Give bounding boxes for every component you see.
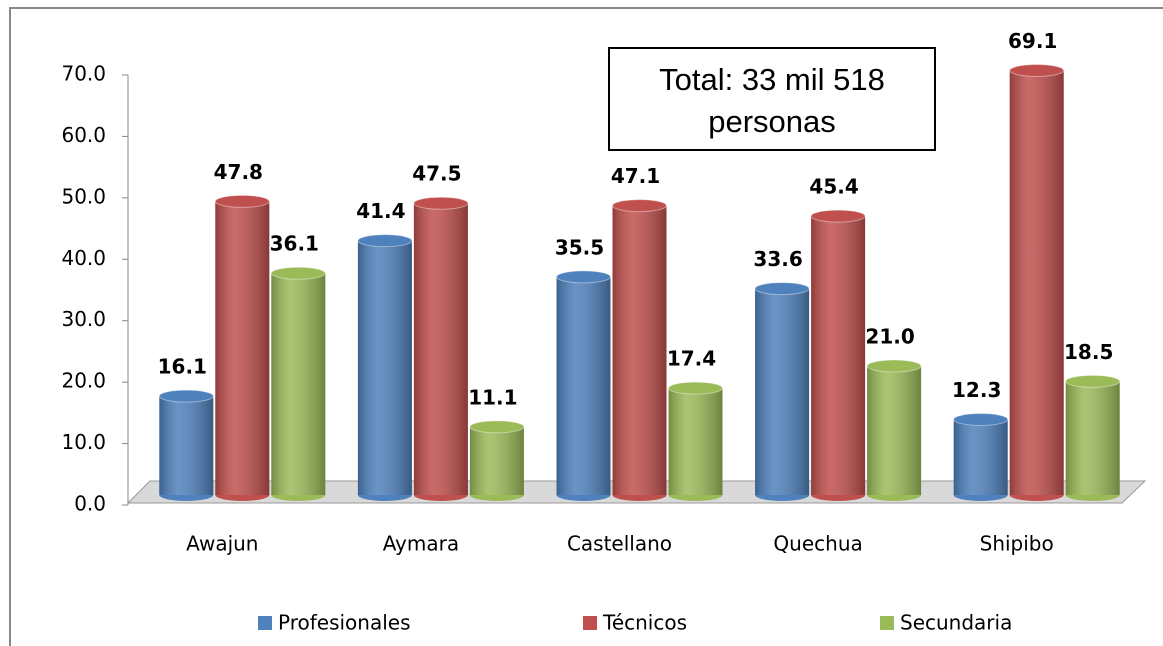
legend-swatch <box>880 616 894 630</box>
bar-top <box>810 209 866 223</box>
bar-top <box>214 194 270 208</box>
bar-top <box>1009 64 1065 78</box>
bar-shade <box>556 276 611 495</box>
y-tick-label: 10.0 <box>61 430 106 454</box>
value-label: 41.4 <box>356 199 405 223</box>
bar-shade <box>1065 381 1120 495</box>
x-tick-label: Castellano <box>567 532 672 556</box>
bar-shade <box>271 273 326 495</box>
bar-shade <box>469 426 524 495</box>
y-tick-label: 30.0 <box>61 307 106 331</box>
bar-top <box>866 359 922 373</box>
bar-shade <box>811 216 866 495</box>
value-label: 12.3 <box>952 378 1001 402</box>
value-label: 45.4 <box>809 175 858 199</box>
legend-swatch <box>583 616 597 630</box>
bar-shade <box>867 366 922 495</box>
value-label: 33.6 <box>753 247 802 271</box>
legend-label: Profesionales <box>278 611 411 635</box>
bar-shade <box>413 203 468 495</box>
bar-top <box>469 420 525 434</box>
x-tick-label: Awajun <box>186 532 258 556</box>
bar-shade <box>755 288 810 495</box>
value-label: 69.1 <box>1008 29 1057 53</box>
bar-shade <box>159 396 214 495</box>
y-tick-label: 0.0 <box>74 492 106 516</box>
bar-top <box>612 199 667 213</box>
value-label: 21.0 <box>865 325 914 349</box>
bar-top <box>357 234 413 248</box>
bar-shade <box>357 240 412 495</box>
bar-shade <box>612 205 667 495</box>
value-label: 47.8 <box>214 160 263 184</box>
value-label: 18.5 <box>1064 340 1113 364</box>
y-tick-label: 50.0 <box>61 184 106 208</box>
bar-top <box>668 381 723 395</box>
legend-label: Técnicos <box>602 611 687 635</box>
bar-top <box>953 412 1009 426</box>
y-tick-label: 60.0 <box>61 123 106 147</box>
y-tick-label: 70.0 <box>61 62 106 86</box>
y-tick-label: 20.0 <box>61 369 106 393</box>
value-label: 35.5 <box>555 235 604 259</box>
bar-shade <box>668 388 723 495</box>
value-label: 36.1 <box>270 232 319 256</box>
value-label: 47.1 <box>611 164 660 188</box>
bar-top <box>556 270 611 284</box>
bar-top <box>270 266 326 280</box>
legend-swatch <box>258 616 272 630</box>
bar-shade <box>1009 70 1064 496</box>
legend-label: Secundaria <box>900 611 1012 635</box>
bar-top <box>1065 374 1121 388</box>
bar-top <box>413 196 469 210</box>
value-label: 16.1 <box>158 355 207 379</box>
y-tick-label: 40.0 <box>61 246 106 270</box>
value-label: 11.1 <box>468 385 517 409</box>
bar-top <box>158 389 214 403</box>
frame <box>9 7 1163 646</box>
x-tick-label: Quechua <box>773 532 862 556</box>
annotation: Total: 33 mil 518 personas <box>608 47 936 151</box>
bar-shade <box>215 201 270 495</box>
x-tick-label: Shipibo <box>980 532 1054 556</box>
x-tick-label: Aymara <box>383 532 459 556</box>
value-label: 47.5 <box>412 162 461 186</box>
bar-shade <box>953 419 1008 495</box>
value-label: 17.4 <box>667 347 716 371</box>
bar-top <box>754 282 810 296</box>
